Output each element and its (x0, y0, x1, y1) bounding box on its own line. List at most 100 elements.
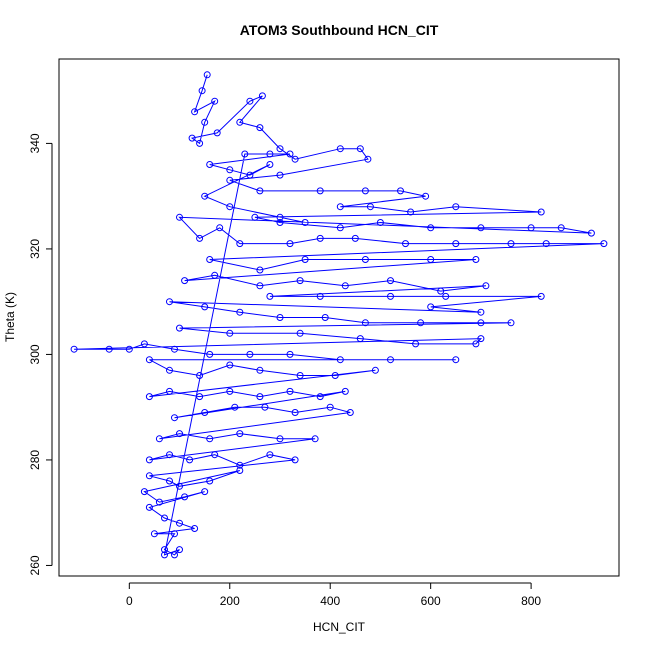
data-point (201, 192, 209, 200)
data-point (321, 314, 329, 321)
data-point (296, 372, 304, 379)
data-point (161, 551, 168, 559)
data-point (361, 319, 369, 327)
data-point (341, 387, 349, 395)
data-point (211, 451, 219, 459)
data-point (161, 546, 168, 554)
data-point (316, 234, 324, 242)
data-point (236, 308, 244, 316)
data-point (286, 150, 294, 158)
data-point (291, 409, 299, 416)
data-point (196, 139, 204, 147)
data-point (346, 409, 354, 416)
data-point (427, 224, 435, 232)
y-tick-label: 260 (28, 555, 42, 575)
y-tick-label: 320 (28, 239, 42, 259)
data-point (256, 187, 264, 195)
data-point (201, 118, 209, 126)
data-point (176, 430, 183, 438)
data-point (261, 403, 269, 411)
data-point (251, 213, 259, 221)
data-point (331, 372, 339, 379)
y-tick-label: 340 (28, 133, 42, 153)
data-point (361, 187, 369, 195)
data-point (452, 240, 460, 248)
data-point (537, 208, 545, 216)
data-point (140, 488, 148, 496)
data-point (181, 277, 189, 285)
data-point (216, 224, 224, 232)
data-point (236, 240, 244, 248)
y-tick-label: 300 (28, 344, 42, 364)
data-point (171, 530, 178, 538)
data-point (537, 292, 545, 300)
data-point (246, 171, 254, 179)
data-point (191, 525, 199, 532)
data-point (161, 514, 168, 522)
data-point (176, 482, 183, 490)
data-point (201, 303, 209, 311)
x-axis-label: HCN_CIT (313, 620, 366, 634)
data-point (155, 498, 163, 506)
data-point (600, 240, 608, 248)
x-tick-label: 400 (320, 594, 340, 608)
data-point (364, 155, 372, 163)
data-point (176, 324, 183, 332)
data-point (171, 551, 178, 559)
data-point (427, 256, 435, 263)
data-point (316, 292, 324, 300)
data-point (256, 282, 264, 290)
data-point (452, 356, 460, 364)
data-point (387, 277, 394, 285)
data-point (437, 287, 445, 295)
data-point (557, 224, 565, 232)
data-point (181, 493, 189, 501)
data-point (256, 266, 264, 274)
data-point (266, 451, 274, 459)
data-point (311, 435, 319, 443)
chart-title: ATOM3 Southbound HCN_CIT (240, 22, 439, 38)
data-point (226, 329, 234, 337)
data-point (361, 256, 369, 263)
data-point (236, 430, 244, 438)
data-point (211, 97, 219, 105)
data-point (417, 319, 425, 327)
data-point (145, 456, 153, 464)
data-point (166, 387, 173, 395)
plot-frame (58, 58, 620, 577)
data-point (427, 303, 435, 311)
data-point (356, 335, 364, 343)
data-point (442, 292, 450, 300)
data-point (387, 356, 394, 364)
data-point (226, 203, 234, 211)
data-point (477, 319, 485, 327)
data-point (145, 472, 153, 480)
data-point (206, 161, 214, 168)
data-point (397, 187, 404, 195)
data-point (276, 213, 284, 221)
data-point (206, 256, 214, 263)
data-point (226, 166, 234, 174)
data-point (296, 329, 304, 337)
data-point (291, 456, 299, 464)
axes-layer: 0 200 400 600 800 260 280 300 320 340 (28, 133, 541, 608)
data-point (145, 393, 153, 401)
x-tick-label: 800 (521, 594, 541, 608)
data-point (326, 403, 334, 411)
data-point (231, 403, 239, 411)
data-point (226, 176, 234, 184)
data-point (276, 435, 284, 443)
data-point (286, 350, 294, 358)
data-point (376, 219, 384, 226)
data-point (171, 414, 178, 422)
data-point (166, 298, 173, 306)
data-point (206, 435, 214, 443)
data-point (176, 546, 183, 554)
data-point (171, 345, 178, 353)
data-point (507, 240, 515, 248)
data-point (301, 256, 309, 263)
data-point (527, 224, 535, 232)
data-point (145, 503, 153, 511)
x-tick-label: 200 (220, 594, 240, 608)
